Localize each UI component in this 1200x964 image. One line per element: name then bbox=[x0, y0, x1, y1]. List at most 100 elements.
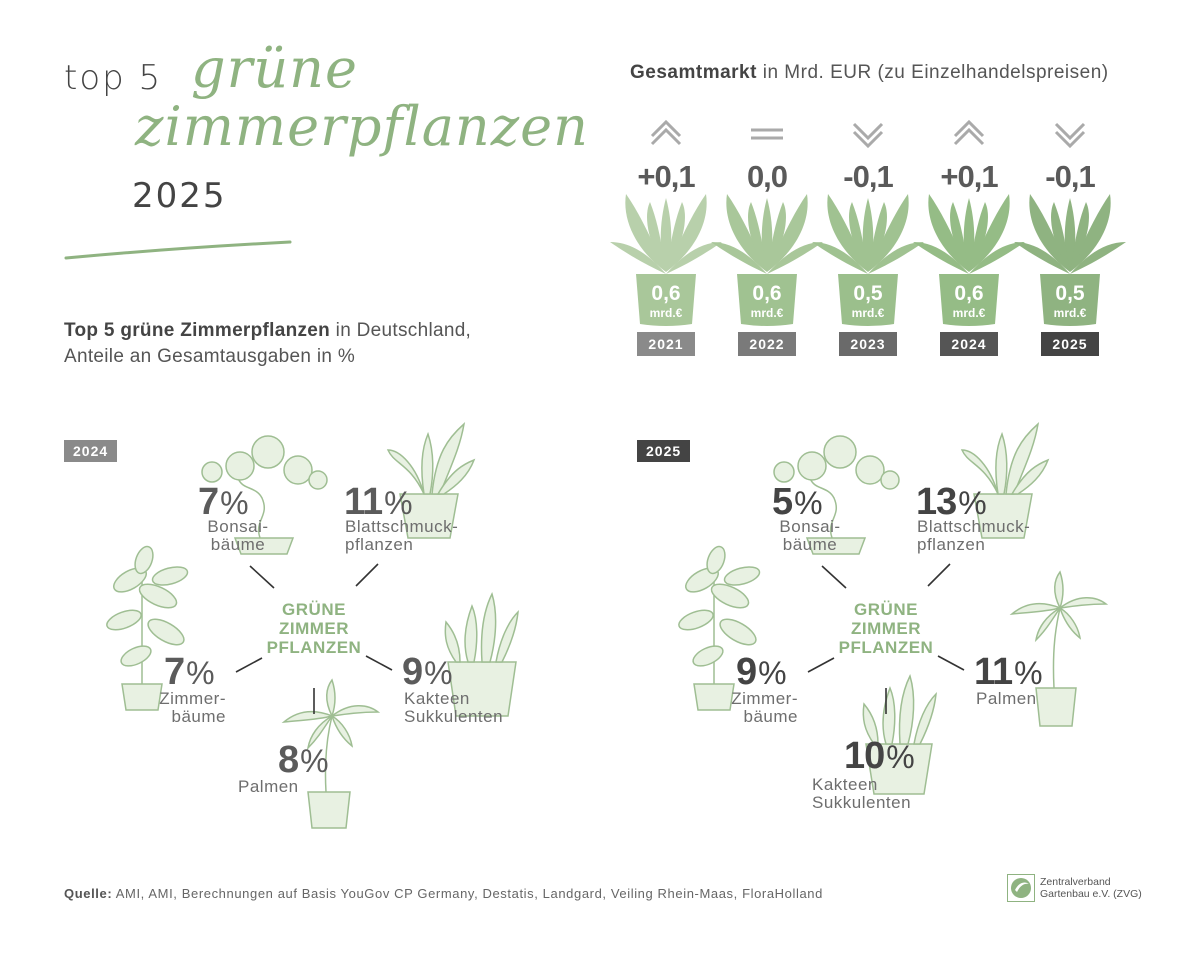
pct-number: 7 bbox=[164, 651, 185, 693]
connector-line bbox=[937, 655, 965, 671]
hero-year: 2025 bbox=[132, 176, 227, 216]
connector-line bbox=[365, 655, 393, 671]
pct-value-bonsai: 5% bbox=[772, 481, 823, 523]
year-tag-2025: 2025 bbox=[637, 440, 691, 462]
pct-number: 10 bbox=[844, 735, 885, 777]
cat-label-blattschmuck: Blattschmuck-pflanzen bbox=[917, 518, 1030, 554]
bar-value-label: 0,5 bbox=[853, 282, 883, 305]
leaf-plant-icon bbox=[960, 422, 1050, 539]
hero-script-line2: zimmerpflanzen bbox=[135, 95, 589, 158]
share-title: Top 5 grüne Zimmerpflanzen in Deutschlan… bbox=[64, 318, 471, 370]
cat-label-zimmerbaeume: Zimmer-bäume bbox=[724, 690, 798, 726]
cat-label-line: Bonsai- bbox=[779, 517, 841, 536]
pct-value-blattschmuck: 13% bbox=[916, 481, 987, 523]
center-label-line: PFLANZEN bbox=[266, 638, 362, 657]
bonsai-icon bbox=[201, 435, 328, 555]
plant-pot bbox=[737, 274, 797, 326]
year-label: 2023 bbox=[850, 336, 885, 352]
leaf-plant-icon bbox=[386, 422, 476, 539]
cat-label-line: Sukkulenten bbox=[404, 707, 504, 726]
bar-value-label: 0,6 bbox=[651, 282, 680, 305]
change-label: 0,0 bbox=[747, 159, 787, 194]
connector-line bbox=[249, 565, 275, 589]
pct-value-bonsai: 7% bbox=[198, 481, 249, 523]
source-note: Quelle: AMI, AMI, Berechnungen auf Basis… bbox=[64, 886, 823, 901]
market-chart: +0,10,6mrd.€20210,00,6mrd.€2022-0,10,5mr… bbox=[610, 119, 1126, 356]
center-label-line: GRÜNE bbox=[282, 600, 346, 619]
zvg-line1: Zentralverband bbox=[1040, 876, 1111, 888]
hero-underline bbox=[64, 240, 292, 260]
trend-down-icon bbox=[1054, 122, 1086, 149]
share-title-rest: in Deutschland, bbox=[330, 320, 472, 341]
cat-label-zimmerbaeume: Zimmer-bäume bbox=[152, 690, 226, 726]
connector-line bbox=[807, 657, 835, 673]
trend-up-icon bbox=[953, 119, 985, 146]
pct-value-palmen: 11% bbox=[974, 651, 1043, 693]
palm-icon bbox=[1009, 570, 1109, 727]
cat-label-bonsai: Bonsai-bäume bbox=[202, 518, 274, 554]
cat-label-kakteen: Kakteen Sukkulenten bbox=[404, 690, 503, 726]
bar-unit-label: mrd.€ bbox=[751, 306, 784, 320]
cat-label-line: Kakteen bbox=[404, 689, 470, 708]
cat-label-line: bäume bbox=[782, 535, 838, 554]
pct-number: 5 bbox=[772, 481, 793, 523]
cat-label-line: Blattschmuck- bbox=[917, 517, 1031, 536]
connector-line bbox=[235, 657, 263, 673]
year-label: 2022 bbox=[749, 336, 784, 352]
plant-pot bbox=[939, 274, 999, 326]
ficus-tree-icon bbox=[678, 545, 761, 711]
center-label-2025: GRÜNE ZIMMER PFLANZEN bbox=[834, 600, 938, 657]
year-tag-bg bbox=[839, 332, 897, 356]
center-label-line: PFLANZEN bbox=[838, 638, 934, 657]
bar-value-label: 0,5 bbox=[1055, 282, 1085, 305]
hero-prefix: top 5 bbox=[64, 58, 163, 98]
cat-label-line: Blattschmuck- bbox=[345, 517, 459, 536]
market-title-rest: in Mrd. EUR (zu Einzelhandelspreisen) bbox=[756, 62, 1109, 83]
ficus-tree-icon bbox=[106, 545, 189, 711]
cat-label-line: bäume bbox=[210, 535, 266, 554]
market-title: Gesamtmarkt in Mrd. EUR (zu Einzelhandel… bbox=[630, 62, 1109, 84]
center-label-2024: GRÜNE ZIMMER PFLANZEN bbox=[262, 600, 366, 657]
bar-value-label: 0,6 bbox=[954, 282, 983, 305]
center-label-line: ZIMMER bbox=[850, 619, 922, 638]
cat-label-line: Palmen bbox=[976, 689, 1037, 708]
cat-label-kakteen: Kakteen Sukkulenten bbox=[812, 776, 911, 812]
cat-label-blattschmuck: Blattschmuck-pflanzen bbox=[345, 518, 458, 554]
change-label: -0,1 bbox=[1045, 159, 1095, 194]
year-tag-bg bbox=[738, 332, 796, 356]
bar-value-label: 0,6 bbox=[752, 282, 781, 305]
pct-number: 13 bbox=[916, 481, 957, 523]
change-label: +0,1 bbox=[940, 159, 998, 194]
year-tag-bg bbox=[1041, 332, 1099, 356]
trend-down-icon bbox=[852, 122, 884, 149]
connector-line bbox=[355, 563, 379, 587]
cat-label-line: Kakteen bbox=[812, 775, 878, 794]
cat-label-palmen: Palmen bbox=[238, 778, 299, 796]
cat-label-line: Bonsai- bbox=[207, 517, 269, 536]
change-label: +0,1 bbox=[637, 159, 695, 194]
trend-up-icon bbox=[650, 119, 682, 146]
succulent-icon bbox=[444, 591, 519, 717]
pct-value-palmen: 8% bbox=[278, 739, 329, 781]
year-label: 2024 bbox=[951, 336, 986, 352]
source-label: Quelle: bbox=[64, 886, 113, 901]
pct-value-kakteen: 9% bbox=[402, 651, 453, 693]
hero-script-title: grüne zimmerpflanzen bbox=[135, 40, 589, 156]
pct-value-zimmerbaeume: 7% bbox=[164, 651, 215, 693]
year-label: 2021 bbox=[648, 336, 683, 352]
year-tag-bg bbox=[940, 332, 998, 356]
year-label: 2025 bbox=[1052, 336, 1087, 352]
source-text: AMI, AMI, Berechnungen auf Basis YouGov … bbox=[112, 886, 823, 901]
cat-label-bonsai: Bonsai-bäume bbox=[774, 518, 846, 554]
cat-label-line: bäume bbox=[171, 707, 226, 726]
pct-number: 9 bbox=[736, 651, 757, 693]
palm-icon bbox=[281, 678, 381, 829]
share-title-line2: Anteile an Gesamtausgaben in % bbox=[64, 346, 356, 367]
year-tag-bg bbox=[637, 332, 695, 356]
zvg-logo-icon bbox=[1007, 874, 1035, 902]
